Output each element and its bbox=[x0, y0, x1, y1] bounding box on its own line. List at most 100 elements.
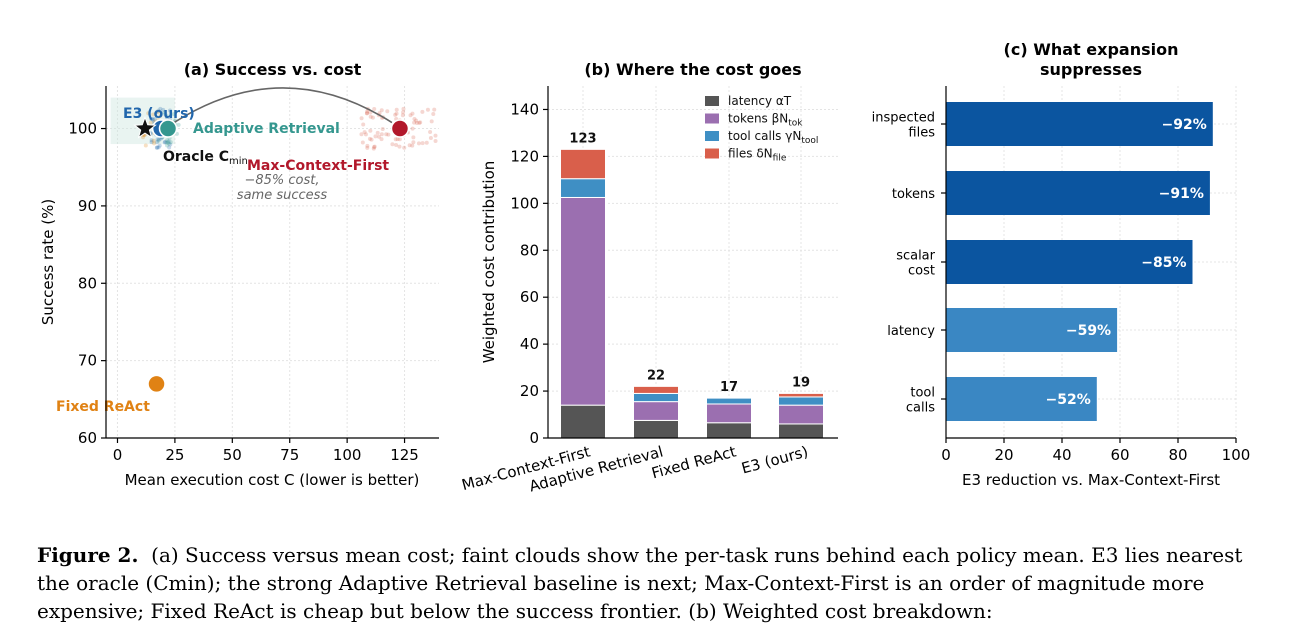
max-context-run-point bbox=[385, 109, 390, 114]
reduction-bar bbox=[946, 377, 1097, 421]
y-tick-label: cost bbox=[908, 264, 935, 279]
max-context-run-point bbox=[397, 137, 402, 142]
e3-run-point bbox=[164, 115, 169, 120]
react-run-point bbox=[151, 138, 156, 143]
point-adaptive-retrieval bbox=[158, 119, 178, 138]
y-tick-label: 80 bbox=[78, 274, 97, 292]
max-context-run-point bbox=[379, 132, 384, 137]
max-context-run-point bbox=[411, 140, 416, 145]
x-tick-label: 0 bbox=[113, 446, 123, 464]
max-context-run-point bbox=[375, 130, 380, 135]
e3-run-point bbox=[154, 110, 159, 115]
adaptive-run-point bbox=[165, 138, 170, 143]
adaptive-run-point bbox=[164, 114, 169, 119]
max-context-run-point bbox=[393, 112, 398, 117]
e3-run-point bbox=[149, 140, 154, 145]
e3-run-point bbox=[156, 137, 161, 142]
max-context-run-point bbox=[420, 109, 425, 114]
max-context-run-point bbox=[395, 137, 400, 142]
react-run-point bbox=[148, 120, 153, 125]
max-context-run-point bbox=[367, 136, 372, 141]
e3-run-point bbox=[158, 106, 163, 111]
e3-run-point bbox=[149, 138, 154, 143]
adaptive-run-point bbox=[163, 112, 168, 117]
max-context-run-point bbox=[380, 127, 385, 132]
max-context-run-point bbox=[432, 107, 437, 112]
bar-segment-tool-calls bbox=[560, 178, 606, 198]
react-run-point bbox=[143, 143, 148, 148]
max-context-run-point bbox=[365, 111, 370, 116]
panel-c-title: suppresses bbox=[1040, 60, 1142, 79]
bar-segment-files bbox=[560, 148, 606, 180]
caption-label: Figure 2. bbox=[37, 543, 139, 567]
legend-swatch bbox=[705, 148, 719, 159]
e3-run-point bbox=[154, 145, 159, 150]
adaptive-run-point bbox=[166, 141, 171, 146]
legend-swatch bbox=[705, 96, 719, 106]
max-context-run-point bbox=[372, 107, 377, 112]
panel-c-title: (c) What expansion bbox=[1004, 40, 1179, 59]
max-context-run-point bbox=[411, 135, 416, 140]
max-context-run-point bbox=[390, 142, 395, 147]
max-context-run-point bbox=[401, 110, 406, 115]
reduction-bar bbox=[946, 102, 1213, 146]
bar-segment-tokens bbox=[633, 401, 679, 421]
react-run-point bbox=[156, 109, 161, 114]
max-context-run-point bbox=[386, 132, 391, 137]
max-context-run-point bbox=[402, 145, 407, 150]
max-context-run-point bbox=[394, 111, 399, 116]
max-context-run-point bbox=[393, 137, 398, 142]
bar-segment-files bbox=[633, 385, 679, 394]
max-context-run-point bbox=[359, 116, 364, 121]
max-context-run-point bbox=[376, 134, 381, 139]
max-context-run-point bbox=[368, 128, 373, 133]
reduction-bar bbox=[946, 308, 1118, 352]
bar-value-label: −85% bbox=[1141, 255, 1186, 271]
e3-run-point bbox=[167, 145, 172, 150]
panel-a-title: (a) Success vs. cost bbox=[184, 60, 362, 79]
legend-label: tokens βNtok bbox=[728, 112, 803, 129]
e3-run-point bbox=[163, 139, 168, 144]
bar-segment-latency bbox=[778, 423, 824, 439]
e3-run-point bbox=[150, 117, 155, 122]
e3-run-point bbox=[166, 139, 171, 144]
x-tick-label: 125 bbox=[390, 446, 419, 464]
adaptive-run-point bbox=[162, 110, 167, 115]
max-context-run-point bbox=[370, 115, 375, 120]
max-context-run-point bbox=[410, 143, 415, 148]
max-context-run-point bbox=[417, 120, 422, 125]
max-context-run-point bbox=[394, 107, 399, 112]
cost-annotation: −85% cost, bbox=[244, 173, 319, 188]
x-tick-label: 80 bbox=[1168, 446, 1187, 464]
x-tick-label: 50 bbox=[223, 446, 242, 464]
e3-run-point bbox=[156, 145, 161, 150]
y-axis-label: Weighted cost contribution bbox=[480, 161, 498, 364]
max-context-run-point bbox=[414, 120, 419, 125]
bar-segment-tool-calls bbox=[778, 396, 824, 406]
y-tick-label: latency bbox=[887, 324, 935, 339]
max-context-run-point bbox=[364, 111, 369, 116]
panel-b-cost-breakdown: (b) Where the cost goes123Max-Context-Fi… bbox=[460, 60, 838, 496]
bar-segment-latency bbox=[560, 404, 606, 439]
legend-label: latency αT bbox=[728, 94, 792, 108]
max-context-run-point bbox=[414, 118, 419, 123]
max-context-run-point bbox=[401, 106, 406, 111]
reduction-bar bbox=[946, 171, 1210, 215]
figure-caption: Figure 2. (a) Success versus mean cost; … bbox=[37, 541, 1259, 625]
adaptive-run-point bbox=[165, 140, 170, 145]
e3-run-point bbox=[156, 108, 161, 113]
bar-total-label: 22 bbox=[647, 368, 665, 383]
adaptive-run-point bbox=[165, 143, 170, 148]
bar-total-label: 17 bbox=[720, 380, 738, 395]
y-tick-label: 40 bbox=[520, 335, 539, 353]
react-run-point bbox=[146, 111, 151, 116]
max-context-run-point bbox=[420, 141, 425, 146]
bar-value-label: −52% bbox=[1046, 392, 1091, 408]
max-context-run-point bbox=[418, 120, 423, 125]
bar-value-label: −59% bbox=[1066, 323, 1111, 339]
max-context-run-point bbox=[365, 109, 370, 114]
max-context-run-point bbox=[369, 137, 374, 142]
max-context-run-point bbox=[362, 130, 367, 135]
